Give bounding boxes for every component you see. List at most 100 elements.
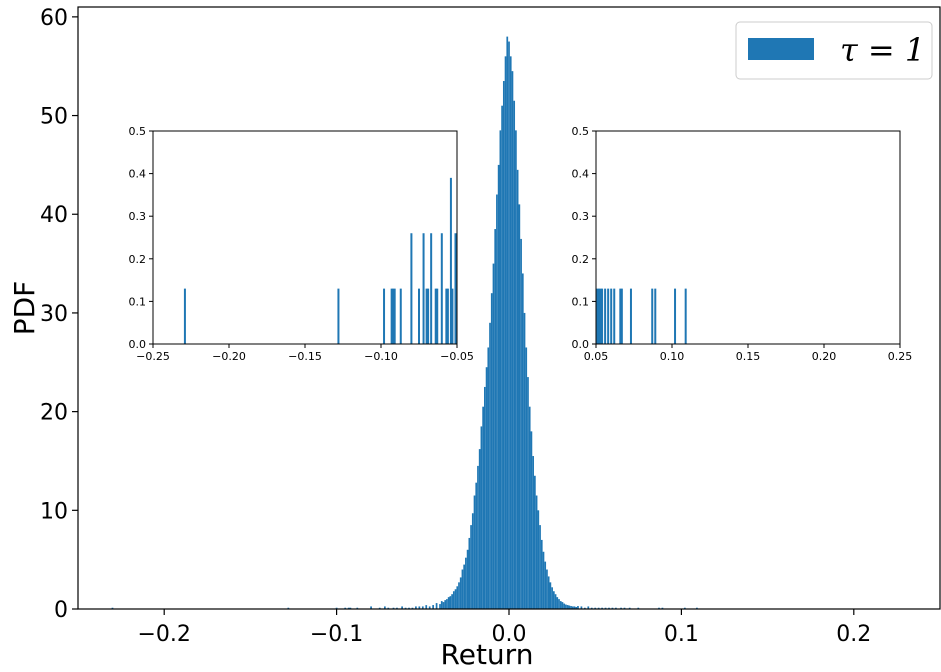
histogram-bar	[509, 56, 512, 609]
inset-bar	[383, 288, 386, 344]
histogram-bar	[468, 537, 471, 609]
inset-bar	[619, 288, 622, 344]
histogram-bar	[683, 607, 686, 609]
inset-bar	[629, 288, 632, 344]
inset-bar	[451, 288, 454, 344]
histogram-bar	[451, 594, 453, 609]
inset-x-tick-label: 0.15	[736, 350, 761, 363]
histogram-bar	[571, 606, 574, 609]
histogram-bar	[575, 607, 578, 609]
histogram-bar	[490, 293, 493, 609]
histogram-bar	[570, 606, 572, 609]
inset-y-tick-label: 0.0	[572, 338, 590, 351]
histogram-bar	[597, 607, 600, 609]
inset-bar	[684, 288, 687, 344]
y-tick-label: 20	[40, 401, 68, 426]
histogram-bar	[542, 551, 545, 609]
inset-bar	[445, 288, 448, 344]
inset-x-tick-label: −0.15	[288, 350, 322, 363]
histogram-bar	[535, 495, 538, 609]
histogram-bar	[470, 525, 472, 609]
histogram-bar	[504, 56, 507, 609]
histogram-bar	[511, 71, 514, 609]
histogram-bar	[661, 607, 664, 609]
histogram-bar	[577, 606, 579, 609]
inset-bar	[436, 288, 439, 344]
inset-bar	[454, 233, 457, 344]
inset-bar	[601, 288, 604, 344]
histogram-bar	[452, 591, 455, 609]
inset-x-tick-label: −0.20	[212, 350, 246, 363]
histogram-bar	[546, 569, 548, 609]
histogram-bar	[411, 607, 414, 609]
histogram-bar	[534, 475, 536, 609]
x-axis-label: Return	[441, 638, 534, 671]
histogram-bar	[466, 549, 469, 609]
inset-bar	[427, 288, 430, 344]
histogram-bar	[492, 263, 495, 609]
x-tick-label: 0.0	[492, 622, 527, 647]
histogram-bar	[404, 607, 407, 609]
inset-y-tick-label: 0.4	[572, 168, 590, 181]
histogram-bar	[611, 607, 614, 609]
histogram-bar	[559, 601, 562, 609]
inset-y-tick-label: 0.3	[129, 210, 147, 223]
histogram-bar	[378, 607, 381, 609]
histogram-bar	[356, 607, 359, 609]
histogram-bar	[604, 607, 607, 609]
histogram-bar	[370, 606, 372, 609]
histogram-bar	[497, 164, 500, 609]
histogram-bar	[502, 81, 505, 609]
inset-bar	[604, 288, 607, 344]
inset-bar	[613, 288, 616, 344]
histogram-bar	[623, 607, 626, 609]
histogram-bar	[459, 577, 462, 609]
inset-bar	[598, 288, 601, 344]
histogram-bar	[583, 607, 586, 609]
histogram-bar	[554, 594, 557, 609]
y-tick-label: 60	[40, 6, 68, 31]
histogram-bar	[539, 525, 541, 609]
histogram-bar	[349, 607, 352, 609]
y-tick-label: 50	[40, 105, 68, 130]
histogram-bar	[447, 597, 450, 609]
x-tick-label: −0.2	[137, 622, 190, 647]
legend-box	[735, 21, 933, 80]
histogram-bar	[485, 367, 488, 609]
inset-bar	[651, 288, 654, 344]
inset-bar	[425, 288, 428, 344]
inset-bar	[599, 288, 602, 344]
inset-bar	[449, 177, 452, 344]
histogram-bar	[480, 426, 483, 609]
inset-background	[596, 131, 900, 344]
inset-left: −0.25 −0.20 −0.15 −0.10 −0.05 0.0 0.1 0.2 0.3 0.4…	[129, 125, 474, 363]
histogram-bar	[620, 607, 622, 609]
histogram-bar	[506, 36, 509, 610]
histogram-bar	[415, 606, 417, 609]
inset-bar	[607, 288, 610, 344]
histogram-bar	[499, 130, 502, 610]
inset-bar	[596, 288, 599, 344]
histogram-bar	[475, 482, 478, 609]
histogram-bar	[435, 603, 438, 609]
histogram-bar	[463, 564, 466, 609]
histogram-bar	[528, 406, 531, 609]
histogram-bar	[432, 605, 434, 609]
histogram-bar	[565, 604, 567, 609]
inset-background	[153, 131, 457, 344]
legend-swatch	[748, 38, 814, 60]
histogram-bar	[392, 607, 395, 609]
histogram-bar	[471, 513, 474, 609]
histogram-bar	[461, 569, 464, 609]
histogram-bar	[508, 41, 510, 610]
histogram-bar	[454, 589, 457, 609]
inset-x-tick-label: −0.05	[440, 350, 474, 363]
histogram-bar	[401, 606, 403, 609]
histogram-bar	[484, 386, 486, 609]
histogram-bar	[580, 606, 583, 609]
histogram-bar	[513, 100, 516, 609]
histogram-bar	[496, 194, 498, 609]
histogram-bar	[637, 607, 640, 609]
histogram-bar	[287, 607, 290, 609]
inset-y-tick-label: 0.3	[572, 210, 590, 223]
